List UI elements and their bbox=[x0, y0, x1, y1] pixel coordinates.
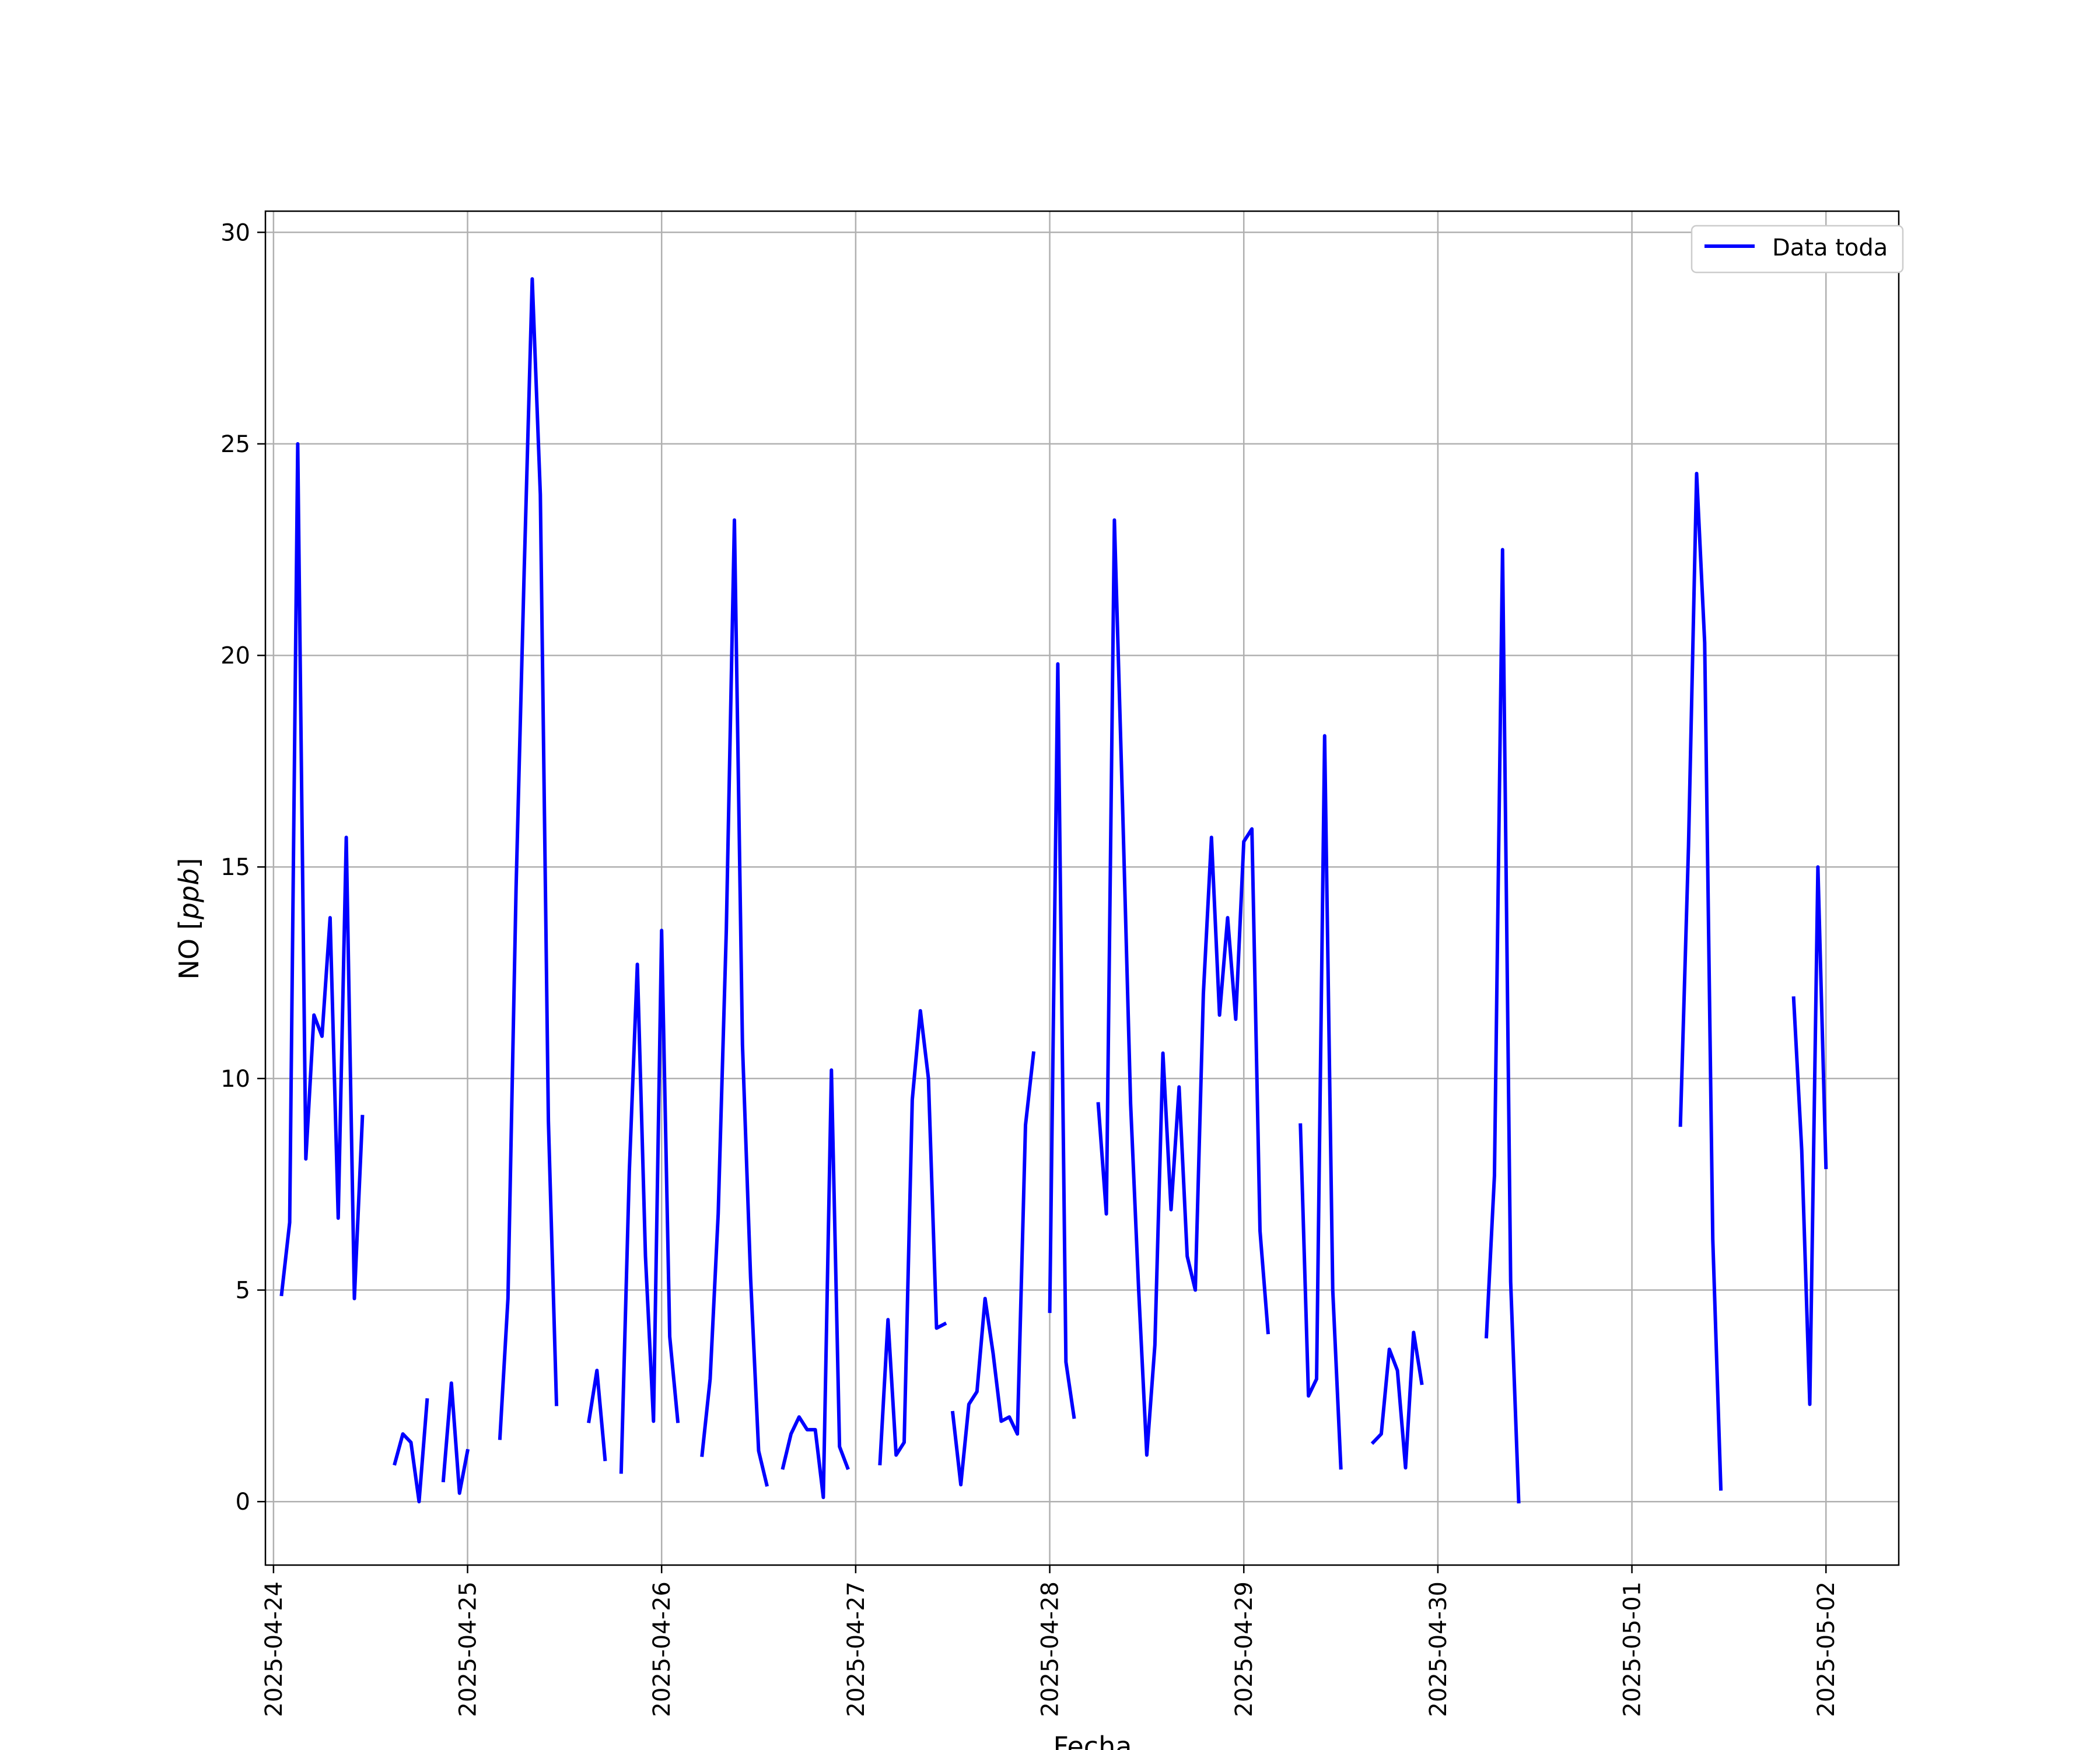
y-axis: 0 5 10 15 20 25 30 bbox=[220, 219, 265, 1516]
series-line-segment bbox=[441, 1381, 470, 1495]
series-line-segment bbox=[1484, 548, 1521, 1504]
x-tick-label: 2025-04-24 bbox=[261, 1581, 288, 1717]
series-line-segment bbox=[1370, 1331, 1424, 1470]
x-tick-label: 2025-04-30 bbox=[1425, 1581, 1452, 1717]
series-line-segment bbox=[1791, 865, 1828, 1406]
y-tick-label: 20 bbox=[220, 643, 250, 670]
series-line-segment bbox=[1048, 662, 1076, 1419]
series-line-segment bbox=[878, 1009, 947, 1466]
series-line-segment bbox=[393, 1398, 429, 1504]
series-line-segment bbox=[498, 277, 559, 1440]
series-line-segment bbox=[700, 518, 769, 1487]
series-line-segment bbox=[780, 1068, 850, 1499]
series-line-segment bbox=[619, 929, 680, 1474]
y-tick-label: 10 bbox=[220, 1066, 250, 1093]
legend-label: Data toda bbox=[1772, 235, 1888, 261]
legend: Data toda bbox=[1690, 225, 1904, 274]
grid bbox=[265, 211, 1899, 1565]
series-line-segment bbox=[1298, 734, 1343, 1470]
y-axis-label: NO [ppb] bbox=[173, 858, 205, 980]
series-line-segment bbox=[950, 1051, 1036, 1487]
y-tick-label: 15 bbox=[220, 854, 250, 881]
series-line-segment bbox=[587, 1368, 607, 1461]
x-tick-label: 2025-05-01 bbox=[1619, 1581, 1646, 1717]
x-tick-label: 2025-04-26 bbox=[649, 1581, 676, 1717]
y-tick-label: 0 bbox=[236, 1489, 250, 1516]
x-tick-label: 2025-04-29 bbox=[1231, 1581, 1258, 1717]
y-tick-label: 25 bbox=[220, 431, 250, 458]
x-axis-label: Fecha bbox=[1054, 1731, 1132, 1750]
series-line-segment bbox=[1678, 471, 1723, 1491]
y-tick-label: 5 bbox=[236, 1278, 250, 1304]
series-line-segment bbox=[279, 442, 365, 1301]
legend-box bbox=[1690, 225, 1904, 274]
x-tick-label: 2025-05-02 bbox=[1813, 1581, 1840, 1717]
y-tick-label: 30 bbox=[220, 219, 250, 246]
x-tick-label: 2025-04-28 bbox=[1037, 1581, 1064, 1717]
y-axis-label-end: ] bbox=[173, 858, 205, 869]
series-line-segment bbox=[1096, 518, 1270, 1457]
y-axis-label-main: NO [ bbox=[173, 919, 205, 979]
series-layer bbox=[279, 277, 1828, 1504]
y-axis-label-unit: ppb bbox=[173, 869, 205, 921]
x-tick-label: 2025-04-25 bbox=[455, 1581, 482, 1717]
x-tick-label: 2025-04-27 bbox=[843, 1581, 870, 1717]
plot-frame bbox=[264, 210, 1900, 1566]
x-axis: 2025-04-24 2025-04-25 2025-04-26 2025-04-27… bbox=[261, 1565, 1840, 1717]
